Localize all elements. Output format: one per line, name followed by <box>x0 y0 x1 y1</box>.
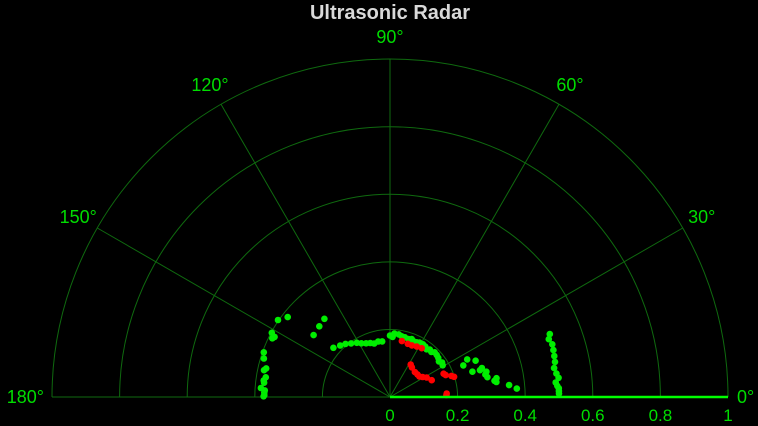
far-echo-point <box>260 366 268 374</box>
polar-grid <box>51 58 729 398</box>
far-echo-point <box>342 340 349 348</box>
range-tick-label: 0.4 <box>513 406 537 425</box>
far-echo-point <box>460 362 467 369</box>
far-echo-point <box>549 341 556 348</box>
angle-tick-label: 90° <box>376 27 403 47</box>
far-echo-point <box>347 340 355 347</box>
far-echo-point <box>386 332 394 339</box>
near-echo-point <box>443 390 451 397</box>
far-echo-point <box>472 357 479 365</box>
far-echo-point <box>330 344 337 352</box>
near-echo-point <box>440 370 447 378</box>
far-echo-point <box>469 368 476 376</box>
far-echo-point <box>493 374 500 382</box>
near-echo-point <box>448 372 455 380</box>
angle-tick-label: 30° <box>688 207 715 227</box>
angle-spoke-4 <box>220 104 391 398</box>
far-echo-point <box>550 364 558 372</box>
far-echo-point <box>362 340 370 347</box>
angle-spoke-5 <box>97 227 391 398</box>
far-echo-point <box>274 316 282 324</box>
far-echo-point <box>269 335 276 342</box>
far-echo-point <box>551 358 559 366</box>
range-tick-label: 0 <box>385 406 394 425</box>
far-echo-point <box>353 339 361 347</box>
near-echo-point <box>404 340 412 348</box>
near-echo-point <box>398 337 406 345</box>
axis-labels: 0° 30° 60° 90° 120° 150° 180° 0 0.2 0.4 0.6 0.8 1 <box>7 27 754 425</box>
far-echo-point <box>260 355 268 362</box>
far-echo-point <box>260 393 267 400</box>
near-echo-point <box>407 361 415 368</box>
range-tick-label: 0.8 <box>649 406 673 425</box>
far-echo-point <box>513 385 521 392</box>
data-points <box>257 313 563 400</box>
near-echo-point <box>428 376 436 384</box>
angle-tick-label: 120° <box>191 75 228 95</box>
angle-tick-label: 180° <box>7 387 44 407</box>
far-echo-point <box>553 370 560 377</box>
far-echo-point <box>483 368 490 376</box>
angle-tick-label: 150° <box>60 207 97 227</box>
range-tick-label: 0.2 <box>446 406 470 425</box>
far-echo-point <box>260 379 268 387</box>
angle-spoke-1 <box>389 227 683 398</box>
chart-title: Ultrasonic Radar <box>310 2 470 24</box>
angle-tick-label: 60° <box>556 75 583 95</box>
far-echo-point <box>505 381 513 389</box>
far-echo-point <box>316 323 323 330</box>
angle-tick-label: 0° <box>737 387 754 407</box>
far-echo-point <box>336 342 344 349</box>
near-echo-point <box>411 368 419 376</box>
far-echo-point <box>478 364 486 372</box>
far-echo-point <box>310 331 317 339</box>
far-echo-point <box>260 349 268 356</box>
far-echo-point <box>546 330 554 338</box>
range-tick-label: 1 <box>723 406 732 425</box>
far-echo-point <box>550 346 557 354</box>
far-echo-point <box>284 313 292 321</box>
range-tick-label: 0.6 <box>581 406 605 425</box>
far-echo-point <box>321 315 328 323</box>
far-echo-point <box>551 352 558 360</box>
far-echo-point <box>463 356 471 363</box>
angle-spoke-2 <box>389 104 560 398</box>
far-echo-point <box>545 335 553 343</box>
